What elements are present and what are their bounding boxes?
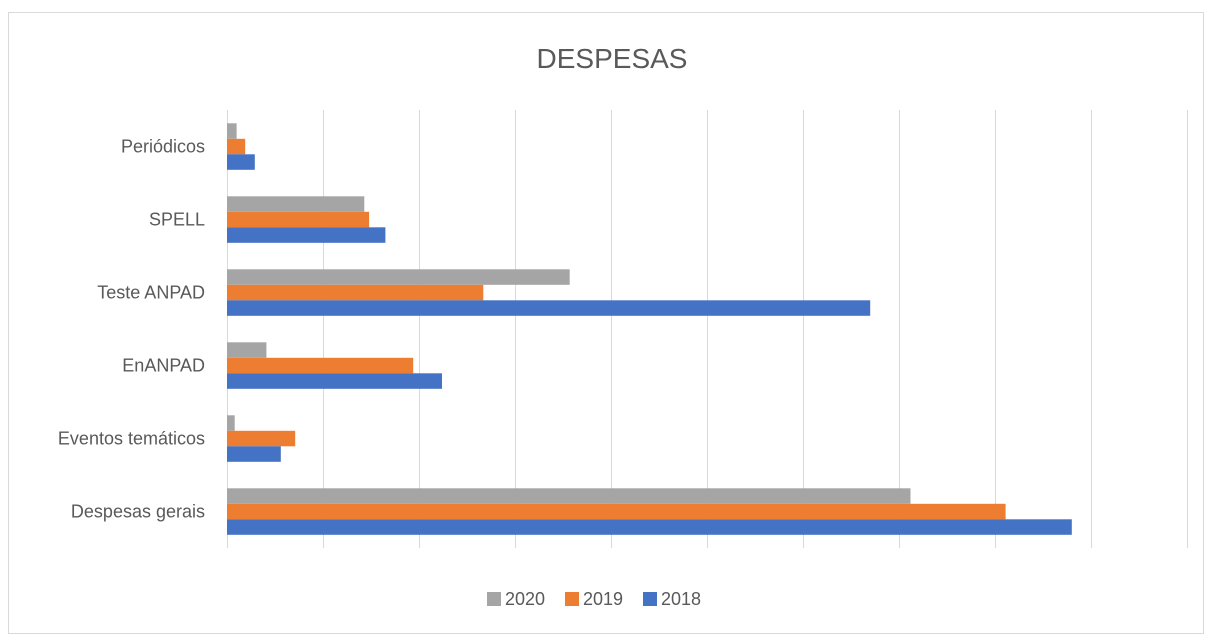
category-label: Despesas gerais [71,502,205,522]
gridlines [227,110,1188,548]
category-label: SPELL [149,210,205,230]
category-label: EnANPAD [122,356,205,376]
bar-2018 [227,300,871,316]
bar-2018 [227,227,386,243]
legend-label-2020: 2020 [505,589,545,609]
bar-2018 [227,446,281,462]
bar-2019 [227,430,296,447]
legend-swatch-2019 [565,592,579,606]
legend-label-2018: 2018 [661,589,701,609]
chart-title: DESPESAS [537,43,688,74]
legend-swatch-2018 [643,592,657,606]
category-labels: Periódicos SPELL Teste ANPAD EnANPAD Eventos… [58,137,205,522]
bar-2020 [227,415,235,431]
bar-2018 [227,154,255,170]
bar-2018 [227,373,442,389]
bar-2020 [227,196,365,212]
bar-2020 [227,342,267,358]
bar-2019 [227,211,370,228]
bar-2019 [227,138,246,155]
bar-2020 [227,123,237,139]
legend: 2020 2019 2018 [487,589,701,609]
bar-2020 [227,488,911,504]
category-label: Periódicos [121,137,205,157]
legend-label-2019: 2019 [583,589,623,609]
bar-2018 [227,519,1072,535]
bar-2019 [227,357,414,374]
legend-swatch-2020 [487,592,501,606]
bar-2020 [227,269,570,285]
category-label: Teste ANPAD [97,283,205,303]
bar-2019 [227,503,1006,520]
category-label: Eventos temáticos [58,429,205,449]
bar-2019 [227,284,484,301]
bars [227,123,1072,535]
